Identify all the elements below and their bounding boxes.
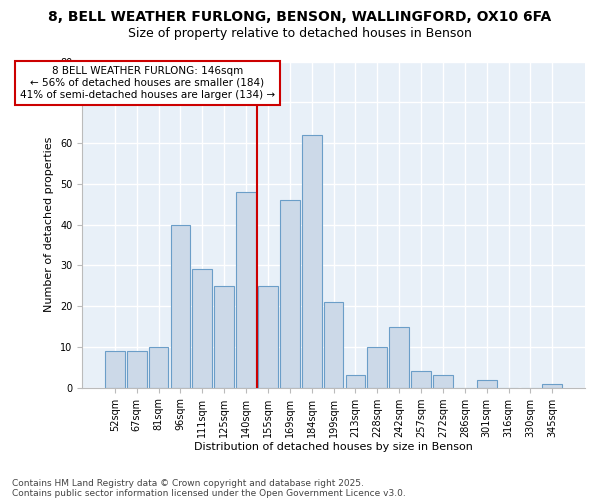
Text: 8 BELL WEATHER FURLONG: 146sqm
← 56% of detached houses are smaller (184)
41% of: 8 BELL WEATHER FURLONG: 146sqm ← 56% of … bbox=[20, 66, 275, 100]
X-axis label: Distribution of detached houses by size in Benson: Distribution of detached houses by size … bbox=[194, 442, 473, 452]
Bar bbox=[389, 326, 409, 388]
Bar bbox=[170, 224, 190, 388]
Bar bbox=[477, 380, 497, 388]
Bar bbox=[433, 376, 453, 388]
Bar bbox=[236, 192, 256, 388]
Bar bbox=[127, 351, 146, 388]
Y-axis label: Number of detached properties: Number of detached properties bbox=[44, 137, 55, 312]
Bar bbox=[149, 347, 169, 388]
Text: 8, BELL WEATHER FURLONG, BENSON, WALLINGFORD, OX10 6FA: 8, BELL WEATHER FURLONG, BENSON, WALLING… bbox=[49, 10, 551, 24]
Bar bbox=[346, 376, 365, 388]
Bar bbox=[542, 384, 562, 388]
Bar bbox=[214, 286, 234, 388]
Bar bbox=[367, 347, 387, 388]
Bar bbox=[324, 302, 343, 388]
Bar bbox=[280, 200, 299, 388]
Bar bbox=[105, 351, 125, 388]
Text: Contains public sector information licensed under the Open Government Licence v3: Contains public sector information licen… bbox=[12, 488, 406, 498]
Bar bbox=[193, 270, 212, 388]
Bar bbox=[411, 372, 431, 388]
Text: Size of property relative to detached houses in Benson: Size of property relative to detached ho… bbox=[128, 28, 472, 40]
Bar bbox=[302, 135, 322, 388]
Text: Contains HM Land Registry data © Crown copyright and database right 2025.: Contains HM Land Registry data © Crown c… bbox=[12, 478, 364, 488]
Bar bbox=[258, 286, 278, 388]
